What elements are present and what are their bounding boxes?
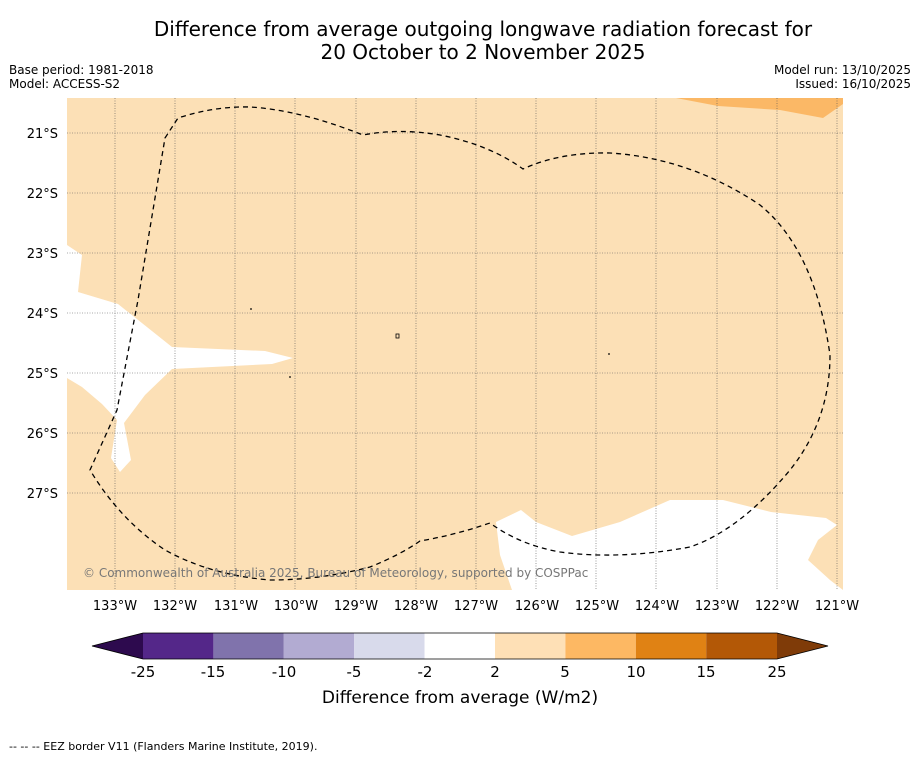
longitude-labels: 133°W 132°W 131°W 130°W 129°W 128°W 127°… bbox=[93, 599, 859, 614]
colorbar-tick-label: -15 bbox=[201, 663, 226, 681]
lon-label: 127°W bbox=[454, 599, 498, 614]
lat-label: 21°S bbox=[27, 127, 58, 142]
colorbar-segment bbox=[213, 633, 284, 659]
colorbar-segment bbox=[565, 633, 636, 659]
lon-label: 123°W bbox=[695, 599, 739, 614]
lon-label: 133°W bbox=[93, 599, 137, 614]
lon-label: 122°W bbox=[755, 599, 799, 614]
lon-label: 125°W bbox=[575, 599, 619, 614]
above-average-region bbox=[676, 98, 843, 118]
lon-label: 126°W bbox=[515, 599, 559, 614]
colorbar-segment bbox=[495, 633, 566, 659]
island-marker bbox=[250, 308, 252, 310]
model-text: Model: ACCESS-S2 bbox=[9, 77, 121, 91]
colorbar-segment bbox=[143, 633, 214, 659]
lon-label: 130°W bbox=[274, 599, 318, 614]
map-title-line2: 20 October to 2 November 2025 bbox=[320, 40, 646, 64]
colorbar-outline bbox=[91, 632, 829, 660]
colorbar: -25 -15 -10 -5 -2 2 5 10 15 25 Differenc… bbox=[91, 632, 829, 708]
near-average-region-west bbox=[67, 245, 293, 472]
lat-label: 24°S bbox=[27, 307, 58, 322]
lat-label: 23°S bbox=[27, 247, 58, 262]
map-panel: © Commonwealth of Australia 2025, Bureau… bbox=[67, 98, 843, 590]
metadata-right: Model run: 13/10/2025 Issued: 16/10/2025 bbox=[774, 63, 911, 91]
eez-border bbox=[89, 106, 831, 581]
map-title-line1: Difference from average outgoing longwav… bbox=[153, 17, 813, 41]
issued-text: Issued: 16/10/2025 bbox=[795, 77, 911, 91]
colorbar-tick-label: 5 bbox=[560, 663, 570, 681]
lon-label: 132°W bbox=[153, 599, 197, 614]
latitude-labels: 21°S 22°S 23°S 24°S 25°S 26°S 27°S bbox=[27, 127, 58, 502]
colorbar-tick-label: 10 bbox=[626, 663, 645, 681]
lon-label: 124°W bbox=[635, 599, 679, 614]
lon-label: 131°W bbox=[214, 599, 258, 614]
model-run-text: Model run: 13/10/2025 bbox=[773, 63, 911, 77]
lat-label: 25°S bbox=[27, 367, 58, 382]
lat-label: 26°S bbox=[27, 427, 58, 442]
colorbar-segment bbox=[424, 633, 495, 659]
island-marker bbox=[395, 333, 400, 339]
colorbar-tick-label: 15 bbox=[696, 663, 715, 681]
colorbar-segment bbox=[354, 633, 425, 659]
colorbar-label: Difference from average (W/m2) bbox=[322, 688, 598, 708]
lon-label: 128°W bbox=[394, 599, 438, 614]
lon-label: 129°W bbox=[334, 599, 378, 614]
colorbar-segment-underflow bbox=[92, 633, 143, 659]
base-period-text: Base period: 1981-2018 bbox=[9, 63, 154, 77]
colorbar-tick-label: 25 bbox=[767, 663, 786, 681]
island-marker bbox=[608, 353, 610, 355]
near-average-region-south bbox=[496, 500, 843, 590]
colorbar-segment-overflow bbox=[777, 633, 828, 659]
lon-label: 121°W bbox=[815, 599, 859, 614]
colorbar-tick-label: -2 bbox=[418, 663, 433, 681]
copyright-text: © Commonwealth of Australia 2025, Bureau… bbox=[83, 566, 588, 580]
lat-label: 27°S bbox=[27, 487, 58, 502]
island-marker bbox=[289, 376, 291, 378]
graticule bbox=[67, 98, 843, 590]
footnote: -- -- -- EEZ border V11 (Flanders Marine… bbox=[9, 740, 318, 753]
colorbar-segment bbox=[283, 633, 355, 659]
colorbar-tick-label: -10 bbox=[272, 663, 297, 681]
colorbar-tick-label: -25 bbox=[131, 663, 156, 681]
lat-label: 22°S bbox=[27, 187, 58, 202]
colorbar-segment bbox=[635, 633, 707, 659]
colorbar-tick-label: 2 bbox=[490, 663, 500, 681]
map-title: Difference from average outgoing longwav… bbox=[0, 18, 919, 64]
colorbar-segment bbox=[706, 633, 777, 659]
colorbar-tick-label: -5 bbox=[347, 663, 362, 681]
metadata-left: Base period: 1981-2018 Model: ACCESS-S2 bbox=[9, 63, 154, 91]
